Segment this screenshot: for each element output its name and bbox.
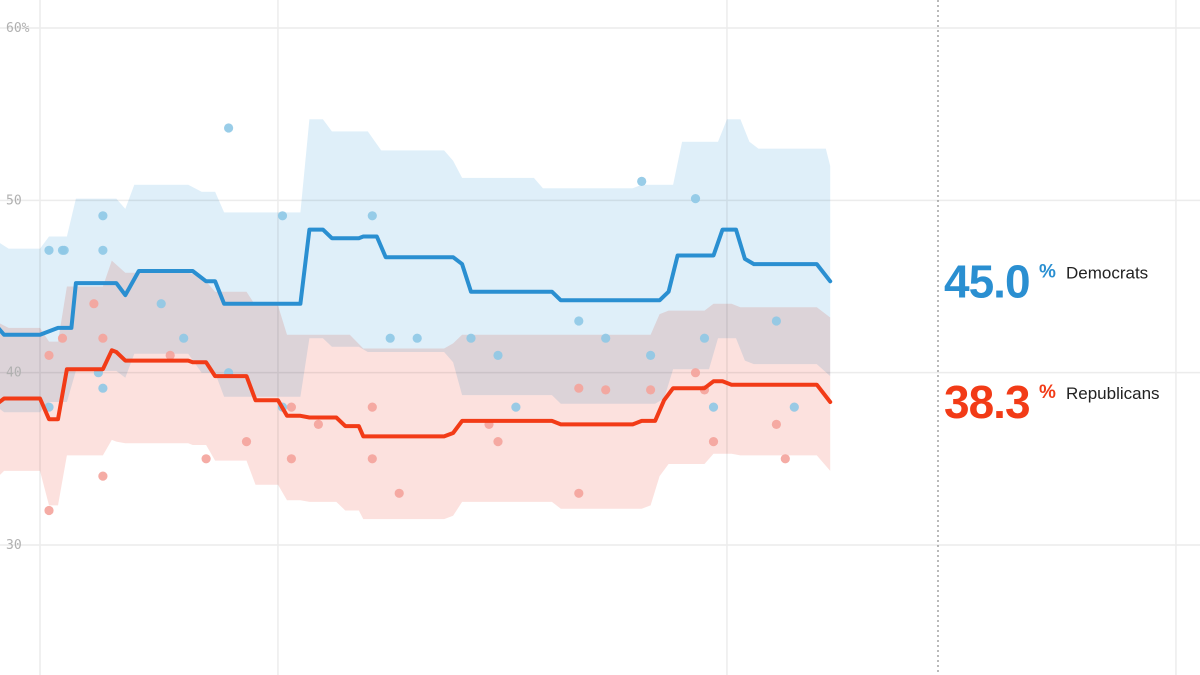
democrats-poll-dot (511, 403, 520, 412)
y-tick-label: 50 (6, 193, 22, 208)
republicans-poll-dot (287, 454, 296, 463)
democrats-poll-dot (413, 334, 422, 343)
democrats-poll-dot (157, 299, 166, 308)
republicans-poll-dot (646, 385, 655, 394)
democrats-poll-dot (637, 177, 646, 186)
republicans-poll-dot (493, 437, 502, 446)
republicans-poll-dot (772, 420, 781, 429)
y-tick-label: 30 (6, 538, 22, 553)
republicans-final-value: 38.3 (944, 376, 1030, 428)
democrats-poll-dot (646, 351, 655, 360)
democrats-end-label: 45.0% Democrats (944, 255, 1148, 307)
democrats-poll-dot (466, 334, 475, 343)
democrats-poll-dot (386, 334, 395, 343)
y-tick-label: 40 (6, 366, 22, 381)
uncertainty-bands (0, 119, 830, 519)
republicans-poll-dot (314, 420, 323, 429)
democrats-poll-dot (601, 334, 610, 343)
democrats-poll-dot (278, 211, 287, 220)
republicans-unit: % (1039, 382, 1056, 403)
democrats-poll-dot (98, 384, 107, 393)
democrats-poll-dot (700, 334, 709, 343)
republicans-poll-dot (368, 454, 377, 463)
republicans-poll-dot (574, 384, 583, 393)
democrats-poll-dot (60, 246, 69, 255)
republicans-poll-dot (58, 334, 67, 343)
republicans-poll-dot (574, 489, 583, 498)
democrats-poll-dot (574, 316, 583, 325)
republicans-poll-dot (242, 437, 251, 446)
democrats-unit: % (1039, 261, 1056, 282)
republicans-poll-dot (202, 454, 211, 463)
democrats-poll-dot (179, 334, 188, 343)
republicans-poll-dot (44, 506, 53, 515)
democrats-series-name: Democrats (1066, 263, 1148, 282)
republicans-poll-dot (98, 472, 107, 481)
republicans-poll-dot (98, 334, 107, 343)
democrats-final-value: 45.0 (944, 255, 1030, 307)
republicans-end-label: 38.3% Republicans (944, 376, 1160, 428)
republicans-poll-dot (781, 454, 790, 463)
republicans-poll-dot (287, 403, 296, 412)
democrats-poll-dot (44, 246, 53, 255)
democrats-poll-dot (368, 211, 377, 220)
republicans-poll-dot (44, 351, 53, 360)
democrats-poll-dot (772, 316, 781, 325)
republicans-poll-dot (395, 489, 404, 498)
democrats-poll-dot (493, 351, 502, 360)
democrats-poll-dot (98, 211, 107, 220)
y-tick-label: 60% (6, 21, 30, 36)
republicans-poll-dot (691, 368, 700, 377)
democrats-poll-dot (224, 123, 233, 132)
democrats-poll-dot (691, 194, 700, 203)
democrats-poll-dot (709, 403, 718, 412)
republicans-poll-dot (709, 437, 718, 446)
republicans-poll-dot (368, 403, 377, 412)
end-labels: 45.0% Democrats 38.3% Republicans (944, 255, 1160, 428)
republicans-series-name: Republicans (1066, 384, 1160, 403)
republicans-poll-dot (601, 385, 610, 394)
democrats-poll-dot (790, 403, 799, 412)
democrats-poll-dot (98, 246, 107, 255)
republicans-poll-dot (89, 299, 98, 308)
